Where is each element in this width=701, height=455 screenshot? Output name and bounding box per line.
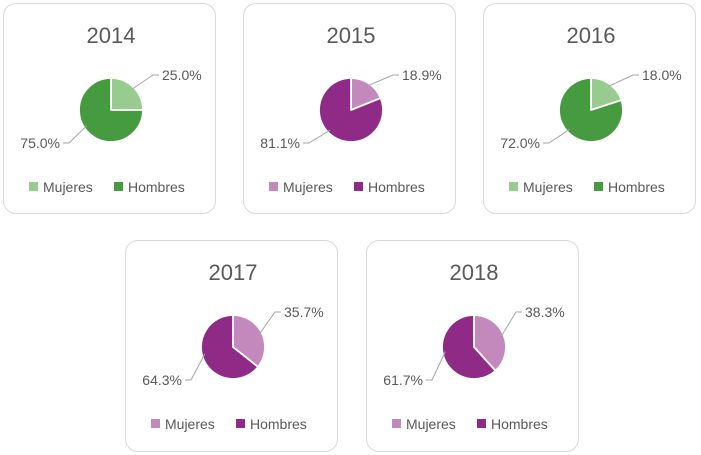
data-label-hombres: 75.0% <box>20 135 60 151</box>
legend-label-hombres: Hombres <box>368 179 425 195</box>
legend-swatch-hombres <box>477 419 486 428</box>
leader-line-hombres <box>426 351 446 381</box>
pie-slice-hombres <box>78 77 144 143</box>
legend-swatch-mujeres <box>269 182 278 191</box>
legend-swatch-hombres <box>354 182 363 191</box>
data-label-mujeres: 18.0% <box>642 67 682 83</box>
pie-chart-svg: 2016 18.0% 72.0% Mujeres Hombres <box>500 23 682 195</box>
data-label-hombres: 81.1% <box>260 135 300 151</box>
pie-slice-mujeres <box>110 77 144 111</box>
chart-card-2014: 2014 25.0% 75.0% Mujeres Hombres <box>3 3 216 214</box>
data-label-hombres: 64.3% <box>142 372 182 388</box>
pie-slice-mujeres <box>232 314 266 368</box>
chart-card-2015: 2015 18.9% 81.1% Mujeres Hombres <box>243 3 456 214</box>
pie-slice-hombres <box>200 314 259 380</box>
pie-slice-hombres <box>318 77 384 143</box>
legend-item-hombres: Hombres <box>477 416 548 432</box>
data-label-mujeres: 35.7% <box>284 304 324 320</box>
legend-item-mujeres: Mujeres <box>151 416 215 432</box>
legend-item-hombres: Hombres <box>354 179 425 195</box>
legend-swatch-hombres <box>236 419 245 428</box>
legend-label-hombres: Hombres <box>608 179 665 195</box>
pie-slice-mujeres <box>473 314 507 372</box>
leader-line-hombres <box>303 129 331 144</box>
chart-title: 2015 <box>327 23 376 48</box>
data-label-mujeres: 18.9% <box>402 67 442 83</box>
chart-card-2016: 2016 18.0% 72.0% Mujeres Hombres <box>483 3 696 214</box>
pie-chart-svg: 2018 38.3% 61.7% Mujeres Hombres <box>383 260 565 432</box>
data-label-mujeres: 25.0% <box>162 67 202 83</box>
legend-label-mujeres: Mujeres <box>523 179 573 195</box>
legend-label-mujeres: Mujeres <box>283 179 333 195</box>
legend-swatch-mujeres <box>151 419 160 428</box>
legend-swatch-hombres <box>594 182 603 191</box>
legend-label-mujeres: Mujeres <box>406 416 456 432</box>
legend-label-hombres: Hombres <box>491 416 548 432</box>
legend-swatch-mujeres <box>392 419 401 428</box>
legend-item-mujeres: Mujeres <box>269 179 333 195</box>
legend-item-mujeres: Mujeres <box>509 179 573 195</box>
legend-swatch-mujeres <box>29 182 38 191</box>
data-label-hombres: 72.0% <box>500 135 540 151</box>
chart-card-2017: 2017 35.7% 64.3% Mujeres Hombres <box>125 240 338 452</box>
legend-swatch-mujeres <box>509 182 518 191</box>
leader-line-mujeres <box>500 311 522 337</box>
pie-chart-svg: 2015 18.9% 81.1% Mujeres Hombres <box>260 23 442 195</box>
chart-title: 2014 <box>87 23 136 48</box>
leader-line-mujeres <box>131 74 159 90</box>
leader-line-mujeres <box>607 74 639 87</box>
chart-title: 2016 <box>567 23 616 48</box>
legend-item-mujeres: Mujeres <box>29 179 93 195</box>
chart-title: 2017 <box>209 260 258 285</box>
leader-line-hombres <box>185 353 206 381</box>
legend-label-hombres: Hombres <box>250 416 307 432</box>
legend-swatch-hombres <box>114 182 123 191</box>
legend-item-hombres: Hombres <box>594 179 665 195</box>
pie-slice-hombres <box>441 314 497 380</box>
chart-title: 2018 <box>450 260 499 285</box>
pie-chart-svg: 2014 25.0% 75.0% Mujeres Hombres <box>20 23 202 195</box>
chart-card-2018: 2018 38.3% 61.7% Mujeres Hombres <box>366 240 579 452</box>
leader-line-mujeres <box>258 311 281 335</box>
data-label-mujeres: 38.3% <box>525 304 565 320</box>
legend-label-mujeres: Mujeres <box>43 179 93 195</box>
legend-label-hombres: Hombres <box>128 179 185 195</box>
leader-line-mujeres <box>367 74 399 87</box>
leader-line-hombres <box>63 125 88 144</box>
pie-chart-svg: 2017 35.7% 64.3% Mujeres Hombres <box>142 260 324 432</box>
legend-item-mujeres: Mujeres <box>392 416 456 432</box>
legend-label-mujeres: Mujeres <box>165 416 215 432</box>
leader-line-hombres <box>543 128 570 144</box>
legend-item-hombres: Hombres <box>236 416 307 432</box>
legend-item-hombres: Hombres <box>114 179 185 195</box>
pie-slice-hombres <box>558 77 624 143</box>
data-label-hombres: 61.7% <box>383 372 423 388</box>
